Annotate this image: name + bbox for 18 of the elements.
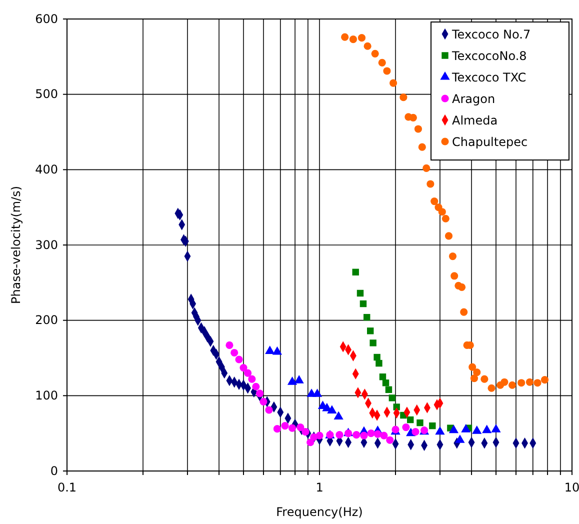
x-tick-label: 0.1 xyxy=(57,480,77,495)
legend-label: TexcocoNo.8 xyxy=(451,49,527,63)
legend-label: Chapultepec xyxy=(452,135,528,149)
legend-label: Texcoco TXC xyxy=(451,70,526,84)
y-axis-title: Phase-velocity(m/s) xyxy=(9,186,23,304)
y-tick-label: 400 xyxy=(35,162,58,177)
legend-label: Aragon xyxy=(452,92,496,106)
y-tick-label: 300 xyxy=(35,238,58,252)
x-tick-label: 10 xyxy=(564,480,579,495)
y-tick-label: 500 xyxy=(35,87,58,102)
y-tick-label: 100 xyxy=(35,388,58,403)
y-tick-label: 200 xyxy=(35,313,58,328)
x-axis-title: Frequency(Hz) xyxy=(276,505,363,519)
legend-label: Texcoco No.7 xyxy=(451,28,531,42)
y-tick-label: 0 xyxy=(50,464,58,478)
x-tick-label: 1 xyxy=(316,480,324,495)
y-tick-label: 600 xyxy=(35,12,58,26)
legend-label: Almeda xyxy=(452,114,498,128)
